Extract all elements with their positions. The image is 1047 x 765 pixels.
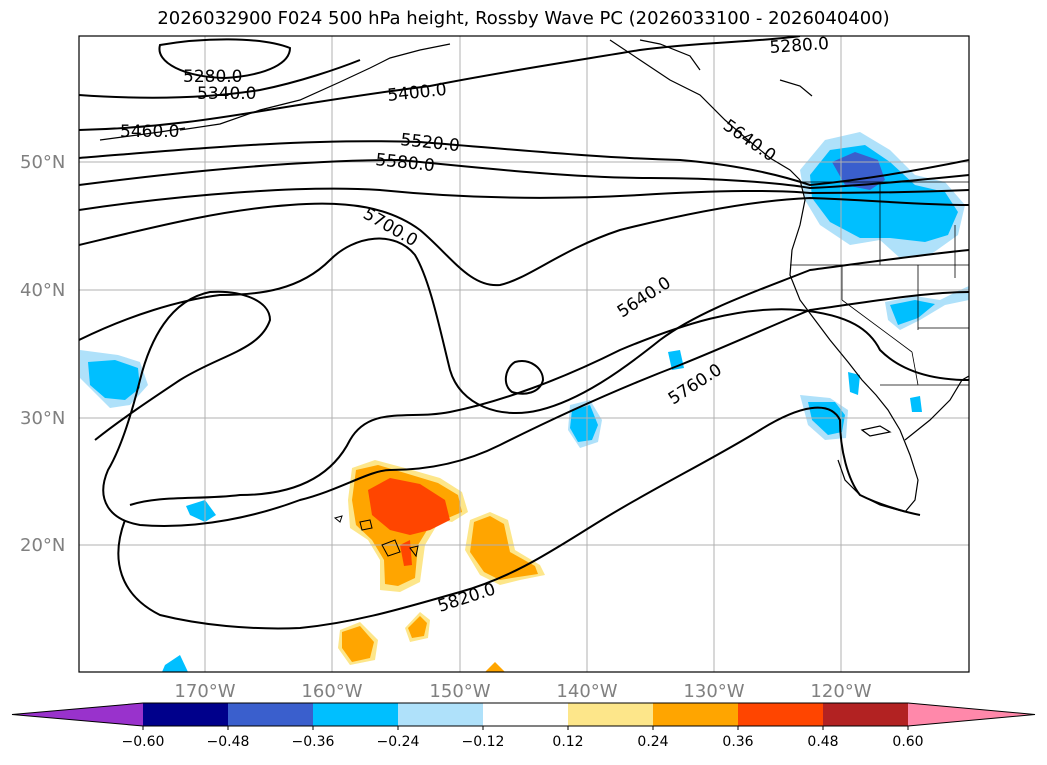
colorbar-tick-label: −0.36	[292, 734, 335, 750]
colorbar-tick-label: −0.60	[122, 734, 165, 750]
lon-label: 140°W	[556, 681, 617, 702]
colorbar-extend-high	[908, 703, 1035, 726]
map-frame	[78, 35, 970, 673]
longitude-labels: 170°W 160°W 150°W 140°W 130°W 120°W	[174, 681, 871, 702]
colorbar-swatch	[823, 703, 908, 726]
colorbar-swatch	[653, 703, 738, 726]
colorbar-swatch	[483, 703, 568, 726]
contour-label: 5460.0	[120, 122, 179, 142]
colorbar-tick-label: −0.12	[462, 734, 505, 750]
colorbar-tick-label: 0.60	[892, 734, 923, 750]
colorbar: −0.60 −0.48 −0.36 −0.24 −0.12 0.12 0.24 0.36 0.4…	[11, 702, 1036, 750]
lat-label: 50°N	[20, 152, 65, 173]
lon-label: 170°W	[174, 681, 235, 702]
lon-label: 160°W	[301, 681, 362, 702]
colorbar-swatch	[738, 703, 823, 726]
map-area: 5280.0 5340.0 5280.0 5400.0 5460.0 5520.…	[79, 34, 969, 672]
colorbar-tick-label: −0.48	[207, 734, 250, 750]
contour-label: 5280.0	[769, 34, 830, 58]
lon-label: 120°W	[810, 681, 871, 702]
contour-label: 5340.0	[197, 84, 256, 104]
colorbar-tick-label: 0.24	[637, 734, 668, 750]
lon-label: 130°W	[683, 681, 744, 702]
colorbar-tick-label: −0.24	[377, 734, 420, 750]
contour-label: 5280.0	[183, 67, 242, 87]
hawaii-islands	[333, 515, 419, 558]
latitude-labels: 50°N 40°N 30°N 20°N	[20, 152, 65, 556]
colorbar-extend-low	[12, 703, 143, 726]
colorbar-swatch	[228, 703, 313, 726]
map-title: 2026032900 F024 500 hPa height, Rossby W…	[157, 8, 890, 29]
graticule	[79, 36, 969, 672]
colorbar-swatch	[568, 703, 653, 726]
colorbar-tick-label: 0.12	[552, 734, 583, 750]
colorbar-tick-label: 0.48	[807, 734, 838, 750]
colorbar-swatch	[398, 703, 483, 726]
lat-label: 20°N	[20, 535, 65, 556]
lat-label: 30°N	[20, 408, 65, 429]
pos-anomaly-hawaii-core	[368, 478, 450, 535]
lat-label: 40°N	[20, 280, 65, 301]
colorbar-swatch	[313, 703, 398, 726]
height-contours	[79, 36, 969, 630]
colorbar-tick-label: 0.36	[722, 734, 753, 750]
lon-label: 150°W	[429, 681, 490, 702]
colorbar-swatch	[143, 703, 228, 726]
